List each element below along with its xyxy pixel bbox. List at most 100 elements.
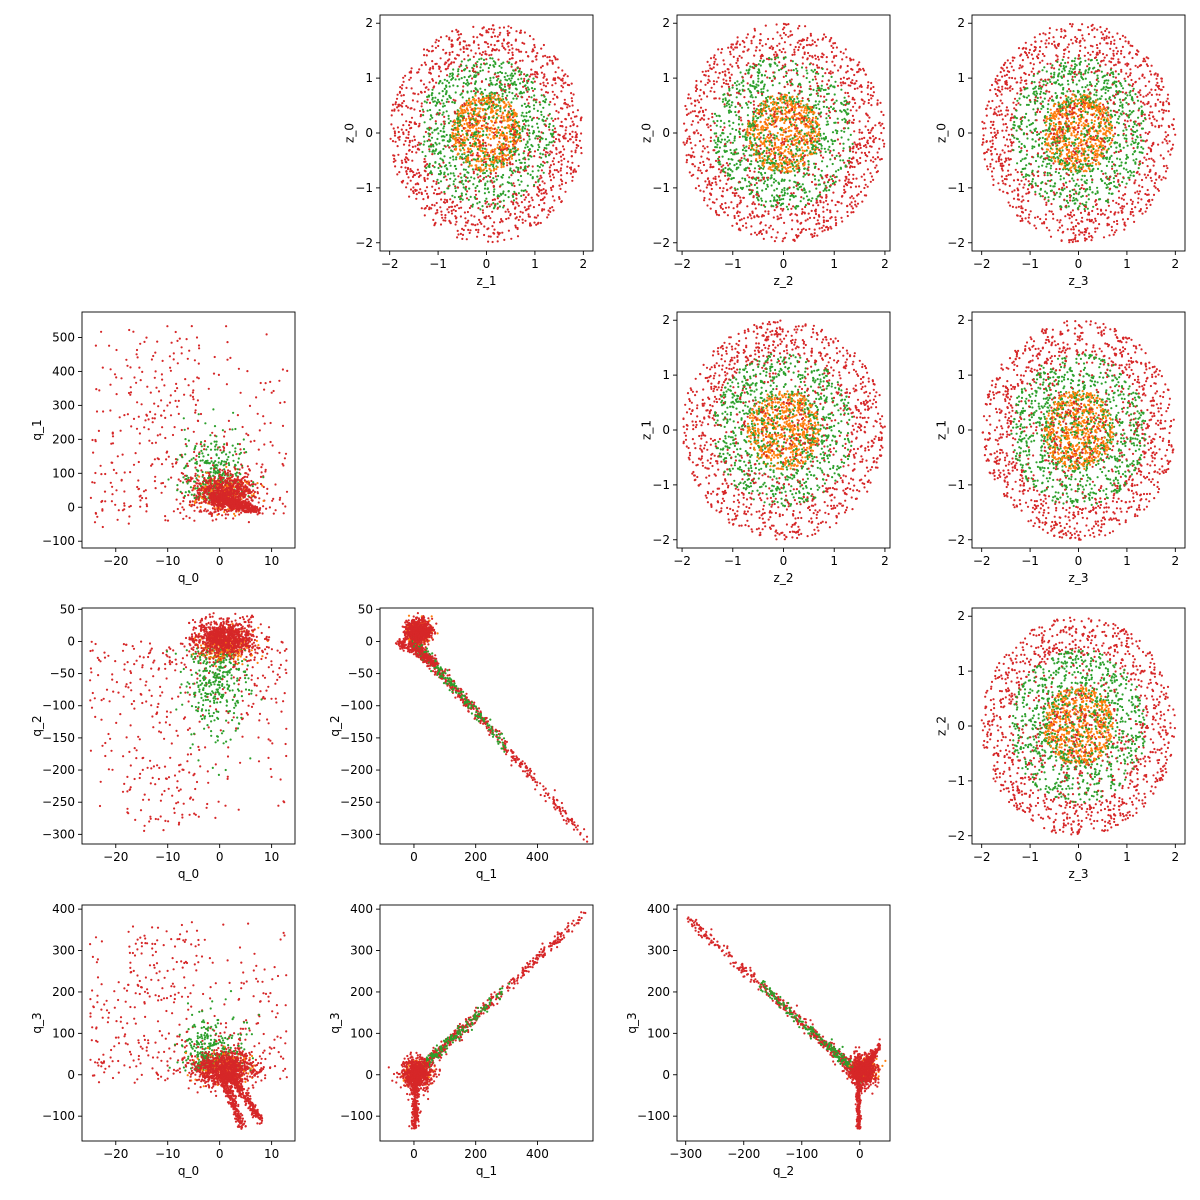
scatter-point bbox=[832, 149, 835, 152]
scatter-point bbox=[548, 112, 551, 116]
scatter-point bbox=[533, 150, 537, 153]
scatter-point bbox=[863, 151, 867, 155]
scatter-point bbox=[782, 237, 785, 240]
scatter-point bbox=[825, 112, 828, 115]
scatter-point bbox=[440, 99, 444, 102]
scatter-point bbox=[500, 163, 503, 166]
scatter-point bbox=[869, 94, 872, 97]
scatter-point bbox=[840, 216, 843, 219]
scatter-point bbox=[410, 67, 413, 70]
scatter-point bbox=[527, 152, 530, 155]
scatter-point bbox=[485, 215, 488, 218]
scatter-point bbox=[709, 124, 712, 127]
scatter-point bbox=[738, 180, 741, 183]
scatter-point bbox=[491, 181, 494, 184]
scatter-point bbox=[817, 94, 820, 97]
scatter-point bbox=[798, 143, 801, 146]
scatter-point bbox=[427, 195, 430, 198]
scatter-point bbox=[735, 96, 738, 99]
scatter-point bbox=[814, 178, 817, 181]
scatter-point bbox=[448, 38, 451, 41]
scatter-point bbox=[871, 126, 875, 129]
scatter-point bbox=[819, 95, 822, 98]
scatter-point bbox=[750, 147, 754, 150]
scatter-point bbox=[458, 136, 461, 139]
scatter-point bbox=[412, 186, 415, 189]
scatter-point bbox=[703, 92, 706, 95]
scatter-point bbox=[807, 51, 810, 55]
scatter-point bbox=[449, 120, 452, 123]
scatter-point bbox=[717, 157, 720, 160]
scatter-point bbox=[477, 176, 480, 179]
scatter-point bbox=[532, 38, 535, 41]
scatter-point bbox=[564, 129, 567, 132]
scatter-point bbox=[475, 113, 478, 116]
scatter-point bbox=[415, 172, 418, 175]
scatter-point bbox=[841, 58, 844, 61]
scatter-point bbox=[533, 80, 536, 83]
scatter-point bbox=[712, 66, 715, 69]
scatter-point bbox=[414, 145, 417, 148]
scatter-point bbox=[471, 126, 475, 129]
scatter-point bbox=[411, 99, 414, 102]
scatter-point bbox=[451, 201, 454, 204]
scatter-point bbox=[826, 165, 829, 168]
scatter-point bbox=[527, 148, 531, 152]
scatter-point bbox=[745, 102, 748, 105]
scatter-point bbox=[468, 162, 471, 165]
scatter-point bbox=[469, 74, 472, 77]
scatter-point bbox=[480, 57, 483, 60]
scatter-point bbox=[397, 103, 400, 106]
scatter-point bbox=[530, 87, 534, 90]
scatter-point bbox=[494, 133, 497, 136]
scatter-point bbox=[489, 172, 492, 175]
scatter-point bbox=[773, 61, 776, 64]
scatter-point bbox=[437, 173, 441, 176]
scatter-point bbox=[424, 130, 427, 134]
scatter-point bbox=[529, 224, 533, 227]
scatter-point bbox=[419, 113, 423, 116]
scatter-point bbox=[713, 122, 716, 125]
scatter-point bbox=[417, 183, 420, 186]
scatter-point bbox=[736, 36, 739, 39]
scatter-point bbox=[792, 192, 795, 195]
scatter-point bbox=[864, 143, 867, 147]
scatter-point bbox=[474, 88, 477, 91]
scatter-point bbox=[844, 183, 847, 186]
scatter-point bbox=[492, 177, 495, 180]
scatter-point bbox=[456, 53, 459, 57]
scatter-point bbox=[435, 193, 438, 196]
scatter-point bbox=[466, 190, 469, 193]
scatter-point bbox=[423, 207, 426, 210]
scatter-point bbox=[443, 63, 446, 66]
scatter-point bbox=[496, 197, 499, 200]
scatter-point bbox=[832, 191, 835, 194]
scatter-point bbox=[408, 148, 411, 152]
scatter-point bbox=[543, 73, 546, 76]
scatter-point bbox=[527, 88, 531, 91]
scatter-point bbox=[713, 83, 716, 86]
scatter-point bbox=[511, 147, 514, 150]
scatter-point bbox=[418, 68, 421, 71]
scatter-point bbox=[704, 74, 707, 77]
scatter-point bbox=[528, 75, 531, 78]
scatter-point bbox=[461, 227, 464, 230]
scatter-point bbox=[856, 160, 859, 163]
scatter-point bbox=[507, 82, 510, 86]
scatter-point bbox=[704, 180, 707, 183]
scatter-point bbox=[400, 94, 403, 97]
scatter-point bbox=[738, 43, 742, 46]
scatter-point bbox=[818, 142, 821, 146]
scatter-point bbox=[772, 216, 775, 219]
scatter-point bbox=[764, 24, 767, 27]
scatter-point bbox=[428, 148, 431, 151]
scatter-point bbox=[405, 186, 408, 189]
scatter-point bbox=[735, 192, 738, 195]
scatter-point bbox=[398, 91, 401, 94]
scatter-point bbox=[732, 55, 735, 59]
scatter-point bbox=[860, 131, 863, 134]
scatter-point bbox=[559, 187, 562, 190]
scatter-point bbox=[539, 66, 543, 69]
scatter-point bbox=[850, 201, 853, 204]
scatter-point bbox=[521, 211, 524, 214]
